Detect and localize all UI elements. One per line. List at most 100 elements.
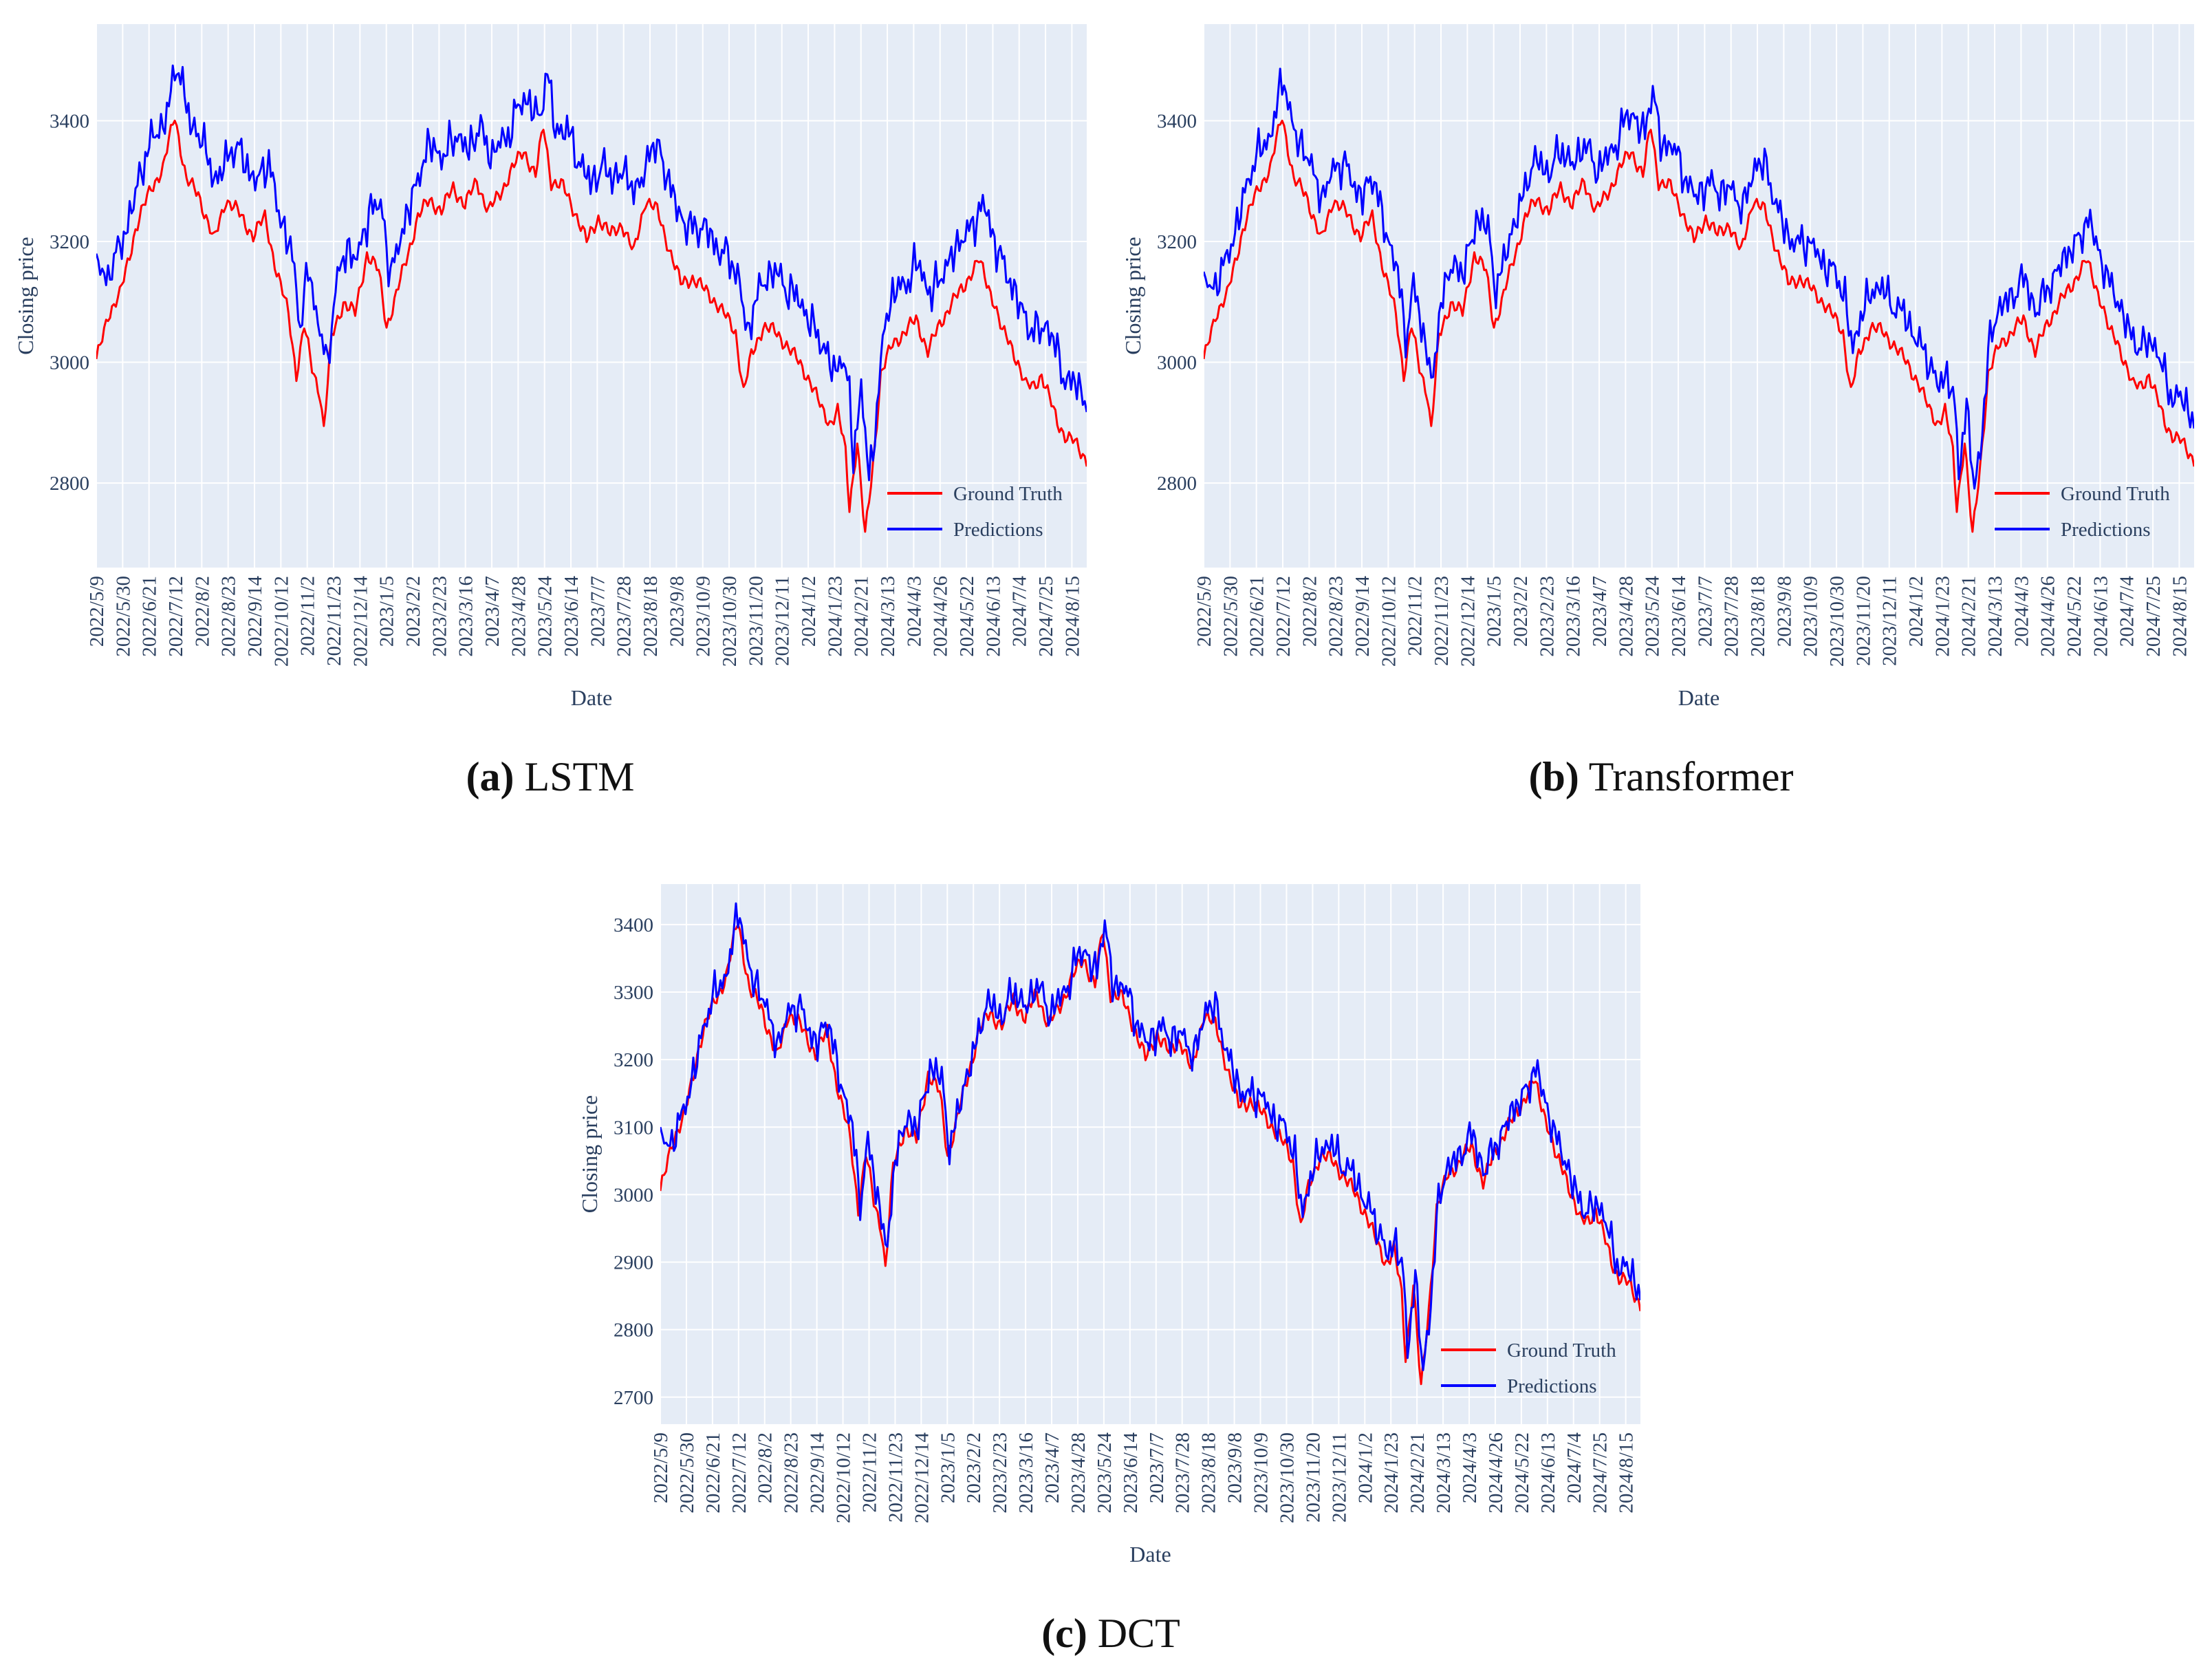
lstm-x-tick-label: 2023/8/18 [640,576,662,657]
lstm-x-tick-label: 2022/8/23 [218,576,240,657]
dct-y-tick-label: 3300 [614,982,653,1004]
dct-x-tick-label: 2022/12/14 [911,1432,933,1524]
dct-x-tick-label: 2022/7/12 [728,1432,750,1514]
transformer-x-tick-label: 2023/2/23 [1536,576,1558,657]
dct-legend: Ground Truth Predictions [1441,1340,1616,1397]
transformer-x-tick-label: 2022/5/9 [1193,576,1215,647]
dct-x-tick-label: 2023/2/23 [989,1432,1011,1514]
dct-x-tick-label: 2022/9/14 [807,1432,829,1514]
lstm-x-tick-label: 2024/6/13 [982,576,1004,657]
transformer-legend-label: Ground Truth [2061,483,2170,505]
caption-lstm-name: LSTM [524,754,635,799]
dct-x-tick-label: 2023/2/2 [963,1432,985,1503]
dct-x-tick-label: 2024/1/2 [1354,1432,1376,1503]
dct-x-tick-label: 2024/8/15 [1616,1432,1638,1514]
dct-x-tick-label: 2023/7/28 [1172,1432,1194,1514]
dct-x-tick-label: 2022/5/30 [676,1432,698,1514]
transformer-x-tick-label: 2022/6/21 [1246,576,1268,657]
lstm-x-tick-label: 2022/7/12 [165,576,187,657]
caption-lstm: (a) LSTM [466,753,635,801]
lstm-y-tick-label: 3200 [50,231,89,253]
transformer-x-tick-label: 2022/8/2 [1299,576,1321,647]
lstm-x-tick-label: 2024/4/3 [903,576,925,647]
lstm-x-axis-title: Date [571,685,612,710]
transformer-x-tick-label: 2024/7/25 [2143,576,2165,657]
caption-transformer: (b) Transformer [1528,753,1793,801]
lstm-y-tick-label: 3400 [50,110,89,132]
lstm-x-tick-label: 2023/7/28 [614,576,636,657]
lstm-x-tick-label: 2022/9/14 [244,576,266,657]
transformer-x-tick-label: 2024/1/2 [1905,576,1927,647]
lstm-x-tick-label: 2024/3/13 [877,576,899,657]
transformer-x-tick-label: 2024/8/15 [2169,576,2191,657]
transformer-series-predictions [1204,67,2194,490]
lstm-x-tick-label: 2023/7/7 [587,576,609,647]
transformer-x-axis-title: Date [1678,685,1720,710]
dct-x-tick-label: 2022/8/23 [781,1432,803,1514]
dct-y-axis-title: Closing price [577,1095,602,1214]
lstm-y-tick-label: 2800 [50,473,89,495]
lstm-x-tick-label: 2023/6/14 [561,576,583,657]
lstm-x-tick-label: 2022/12/14 [349,576,371,667]
caption-dct-letter: (c) [1041,1611,1087,1656]
transformer-x-tick-label: 2023/6/14 [1668,576,1690,657]
caption-transformer-letter: (b) [1528,754,1579,799]
transformer-x-tick-label: 2023/10/9 [1800,576,1822,657]
lstm-x-tick-label: 2023/1/5 [376,576,398,647]
dct-x-tick-label: 2024/4/3 [1459,1432,1481,1503]
lstm-x-tick-label: 2023/5/24 [534,576,556,657]
dct-x-tick-label: 2024/1/23 [1380,1432,1402,1514]
transformer-x-tick-label: 2023/5/24 [1642,576,1664,657]
lstm-x-tick-label: 2023/10/9 [693,576,715,657]
dct-y-tick-label: 3200 [614,1049,653,1071]
lstm-series-predictions [96,64,1087,482]
lstm-x-tick-label: 2022/10/12 [270,576,292,667]
transformer-x-tick-label: 2023/7/28 [1721,576,1743,657]
transformer-x-tick-label: 2023/11/20 [1852,576,1874,666]
lstm-plot-area [96,24,1087,568]
dct-y-tick-label: 2800 [614,1320,653,1342]
lstm-x-tick-label: 2024/8/15 [1061,576,1083,657]
lstm-x-tick-label: 2023/2/23 [429,576,451,657]
dct-y-tick-label: 2700 [614,1387,653,1409]
chart-transformer: 2800 3000 3200 3400 2022/5/9 2022/5/30 2022/6/… [1120,24,2194,710]
transformer-y-axis-title: Closing price [1120,237,1145,355]
dct-y-tick-label: 2900 [614,1252,653,1274]
transformer-x-tick-label: 2022/5/30 [1219,576,1241,657]
transformer-y-tick-label: 3200 [1157,231,1197,253]
transformer-x-tick-label: 2024/5/22 [2063,576,2085,657]
dct-x-tick-label: 2023/7/7 [1146,1432,1168,1503]
dct-x-tick-label: 2023/4/28 [1067,1432,1089,1514]
lstm-x-tick-label: 2022/6/21 [139,576,161,657]
transformer-x-tick-label: 2024/7/4 [2116,576,2138,647]
lstm-x-tick-label: 2023/4/7 [481,576,503,647]
transformer-x-tick-label: 2022/8/23 [1325,576,1347,657]
dct-x-tick-label: 2022/5/9 [650,1432,672,1503]
transformer-x-tick-label: 2024/3/13 [1984,576,2006,657]
lstm-x-tick-label: 2023/3/16 [455,576,477,657]
dct-y-tick-label: 3400 [614,914,653,936]
lstm-legend-label: Ground Truth [953,483,1063,505]
dct-legend-label: Predictions [1507,1375,1597,1397]
lstm-y-tick-label: 3000 [50,352,89,374]
chart-lstm: 2800 3000 3200 3400 2022/5/9 2022/5/30 2022/6/… [13,24,1087,710]
caption-dct: (c) DCT [1041,1610,1180,1657]
lstm-x-tick-label: 2023/2/2 [402,576,424,647]
dct-x-tick-label: 2024/3/13 [1433,1432,1455,1514]
caption-lstm-letter: (a) [466,754,514,799]
transformer-x-tick-label: 2023/12/11 [1879,576,1901,666]
transformer-y-tick-label: 3400 [1157,110,1197,132]
dct-x-tick-label: 2024/5/22 [1511,1432,1533,1514]
lstm-legend: Ground Truth Predictions [887,483,1063,541]
transformer-x-tick-label: 2022/12/14 [1457,576,1479,667]
transformer-x-tick-label: 2024/2/21 [1958,576,1980,657]
transformer-x-tick-label: 2022/7/12 [1272,576,1294,657]
dct-x-tick-label: 2022/11/2 [858,1432,880,1513]
dct-x-tick-label: 2022/8/2 [755,1432,777,1503]
lstm-x-tick-label: 2024/4/26 [930,576,952,657]
dct-x-tick-label: 2023/11/20 [1302,1432,1324,1523]
dct-y-tick-label: 3100 [614,1117,653,1139]
transformer-legend: Ground Truth Predictions [1995,483,2170,541]
dct-x-tick-label: 2023/12/11 [1328,1432,1350,1523]
lstm-series-ground-truth [96,119,1087,533]
